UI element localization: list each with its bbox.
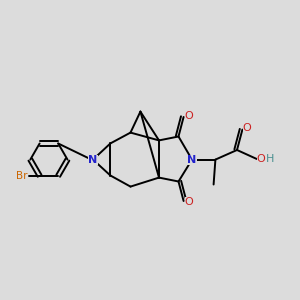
Text: O: O: [256, 154, 266, 164]
Text: N: N: [88, 154, 98, 165]
Text: H: H: [266, 154, 274, 164]
Text: O: O: [243, 123, 252, 133]
Text: Br: Br: [16, 171, 27, 181]
Text: O: O: [184, 197, 194, 207]
Text: O: O: [184, 111, 194, 121]
Text: N: N: [188, 154, 196, 165]
